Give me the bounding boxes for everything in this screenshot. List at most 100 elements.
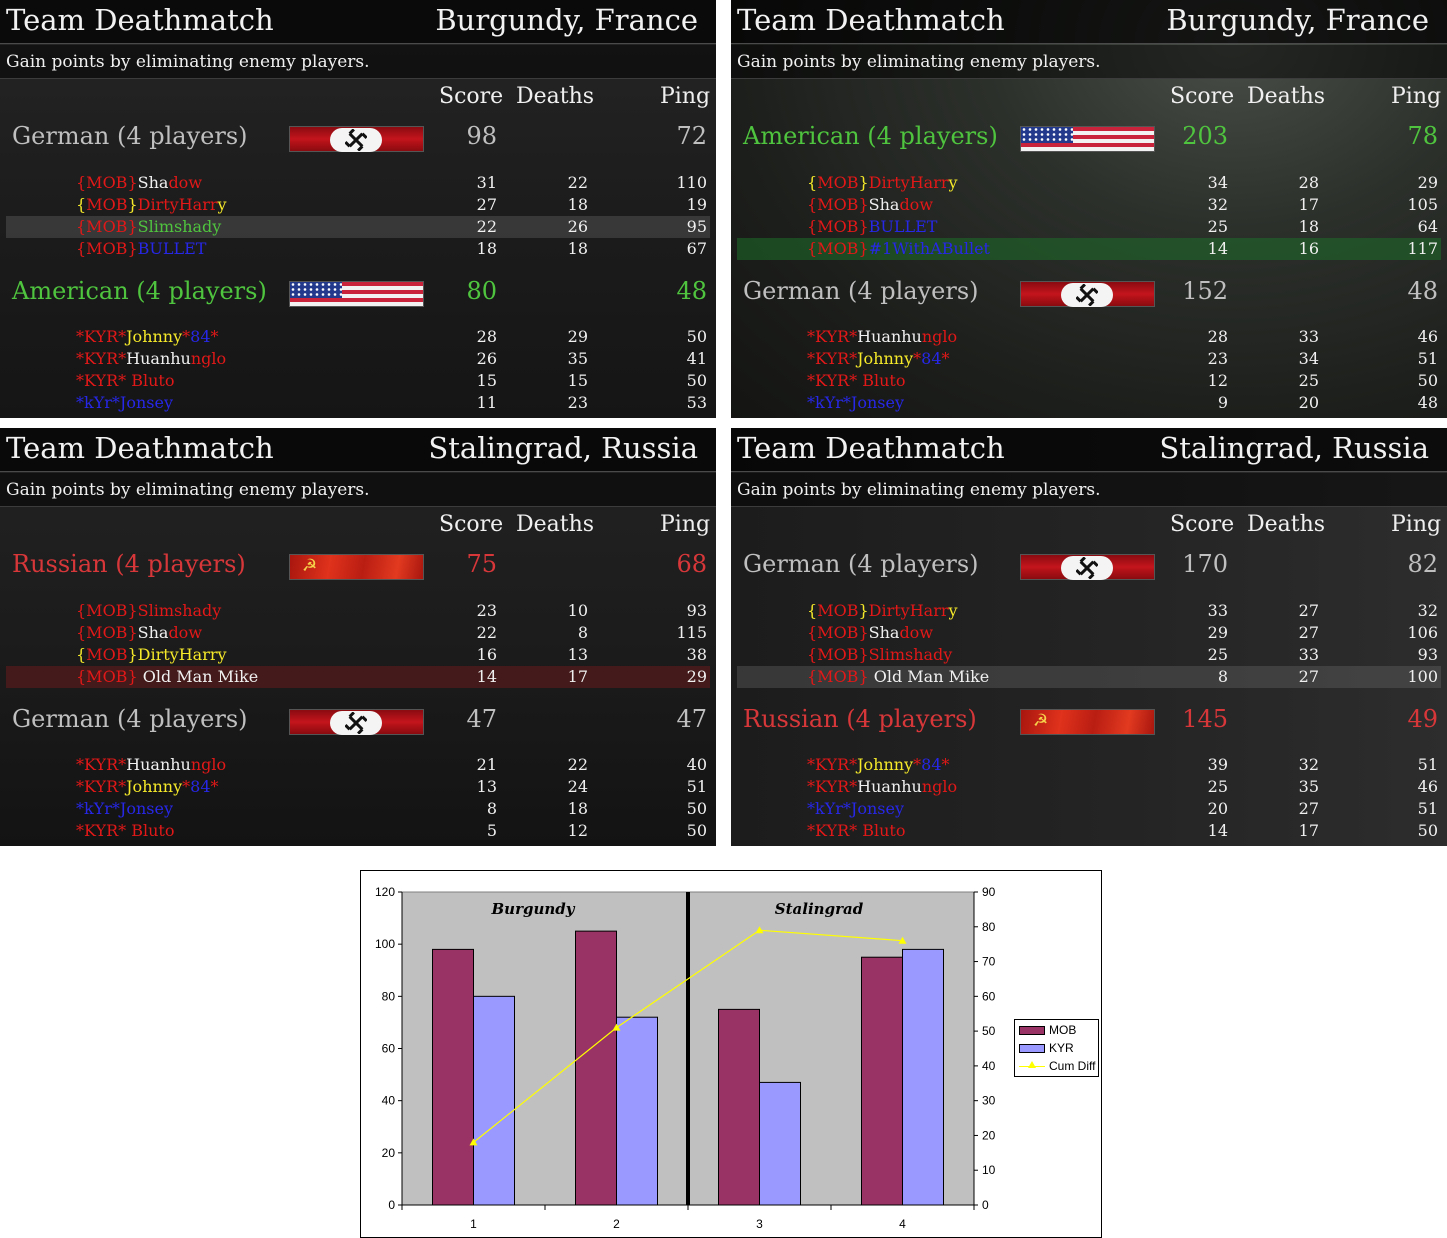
- x-tick-label: 2: [613, 1217, 620, 1231]
- player-name-part: *KYR*: [807, 327, 858, 346]
- player-ping: 50: [686, 799, 707, 818]
- player-ping: 41: [686, 349, 707, 368]
- player-ping: 67: [686, 239, 707, 258]
- player-deaths: 17: [1298, 821, 1319, 840]
- player-name-part: BULLET: [137, 239, 207, 258]
- player-name: {MOB}Shadow: [807, 195, 933, 214]
- team-ping: 49: [1407, 705, 1438, 733]
- player-ping: 40: [686, 755, 707, 774]
- team-ping: 72: [676, 122, 707, 150]
- player-row: *KYR*Johnny*84* 13 24 51: [6, 776, 710, 798]
- y-right-tick-label: 10: [982, 1163, 996, 1177]
- player-ping: 19: [686, 195, 707, 214]
- y-left-tick-label: 40: [382, 1094, 396, 1108]
- player-row: {MOB}BULLET 25 18 64: [737, 216, 1441, 238]
- player-name: {MOB}Shadow: [76, 173, 202, 192]
- player-name: *KYR*Huanhunglo: [76, 349, 226, 368]
- player-row: *kYr*Jonsey 20 27 51: [737, 798, 1441, 820]
- team-name: American (4 players): [12, 277, 267, 305]
- player-name: {MOB}BULLET: [807, 217, 937, 236]
- player-deaths: 17: [1298, 195, 1319, 214]
- player-row: *kYr*Jonsey 11 23 53: [6, 392, 710, 414]
- player-deaths: 15: [567, 371, 588, 390]
- player-ping: 115: [676, 623, 707, 642]
- player-name-part: nglo: [921, 327, 958, 346]
- y-left-tick-label: 120: [375, 885, 395, 899]
- player-name-part: *: [182, 777, 191, 796]
- column-header-score: Score: [1170, 84, 1235, 109]
- player-deaths: 29: [567, 327, 588, 346]
- player-name-part: Sha: [868, 623, 900, 642]
- team-score: 170: [1182, 550, 1228, 578]
- player-deaths: 27: [1298, 667, 1319, 686]
- y-right-tick-label: 20: [982, 1128, 996, 1142]
- player-row: {MOB}BULLET 18 18 67: [6, 238, 710, 260]
- scoreboard-header: Team Deathmatch Burgundy, France: [0, 0, 716, 44]
- column-header-ping: Ping: [1391, 84, 1442, 109]
- x-tick-label: 3: [756, 1217, 763, 1231]
- american-flag: [289, 281, 424, 307]
- german-flag: [289, 709, 424, 735]
- player-name-part: }: [127, 645, 138, 664]
- player-score: 25: [1207, 645, 1228, 664]
- player-ping: 100: [1407, 667, 1438, 686]
- player-name-part: *KYR* Bluto: [807, 371, 906, 390]
- player-name-part: *KYR*: [76, 755, 127, 774]
- player-deaths: 10: [567, 601, 588, 620]
- player-row: *KYR*Johnny*84* 39 32 51: [737, 754, 1441, 776]
- player-name: {MOB}Slimshady: [76, 217, 221, 236]
- player-score: 31: [476, 173, 497, 192]
- team-score: 145: [1182, 705, 1228, 733]
- column-header-score: Score: [439, 84, 504, 109]
- mode-description: Gain points by eliminating enemy players…: [737, 480, 1101, 500]
- team-score: 75: [466, 550, 497, 578]
- player-score: 13: [476, 777, 497, 796]
- player-name-part: }: [127, 195, 138, 214]
- player-name-part: {: [76, 645, 87, 664]
- player-ping: 51: [1417, 799, 1438, 818]
- team-name: Russian (4 players): [12, 550, 246, 578]
- player-deaths: 33: [1298, 645, 1319, 664]
- american-flag: [1020, 126, 1155, 152]
- player-deaths: 23: [567, 393, 588, 412]
- player-name: {MOB}Shadow: [76, 623, 202, 642]
- player-name-part: {MOB}Slimshady: [76, 601, 222, 620]
- player-name: {MOB}DirtyHarry: [807, 601, 958, 620]
- player-row: {MOB}DirtyHarry 16 13 38: [6, 644, 710, 666]
- team-ping: 82: [1407, 550, 1438, 578]
- player-score: 11: [476, 393, 497, 412]
- player-deaths: 22: [567, 755, 588, 774]
- legend-label: Cum Diff: [1049, 1059, 1096, 1073]
- y-right-tick-label: 90: [982, 885, 996, 899]
- player-row: {MOB}Shadow 22 8 115: [6, 622, 710, 644]
- player-name-part: *KYR* Bluto: [76, 371, 175, 390]
- player-ping: 64: [1417, 217, 1438, 236]
- map-name: Stalingrad, Russia: [1159, 431, 1429, 465]
- player-name-part: {MOB}: [76, 217, 138, 236]
- soviet-flag: ☭: [1020, 709, 1155, 735]
- cum-diff-marker: [898, 936, 907, 944]
- player-ping: 50: [686, 327, 707, 346]
- mode-description-bar: Gain points by eliminating enemy players…: [0, 45, 716, 79]
- team-score: 80: [466, 277, 497, 305]
- chart-legend: MOB KYR Cum Diff: [1014, 1019, 1099, 1077]
- player-name-part: *kYr*Jonsey: [807, 799, 904, 818]
- player-row: *KYR* Bluto 14 17 50: [737, 820, 1441, 842]
- y-left-tick-label: 60: [382, 1042, 396, 1056]
- scoreboard-panel: Team Deathmatch Burgundy, France Gain poin…: [731, 0, 1447, 418]
- column-header-ping: Ping: [660, 512, 711, 537]
- player-deaths: 18: [567, 195, 588, 214]
- player-score: 15: [476, 371, 497, 390]
- player-name-part: *KYR*: [76, 777, 127, 796]
- german-flag: [289, 126, 424, 152]
- player-row: {MOB}Shadow 29 27 106: [737, 622, 1441, 644]
- player-name-part: Sha: [137, 173, 169, 192]
- player-name: {MOB}DirtyHarry: [76, 645, 227, 664]
- player-name-part: nglo: [190, 755, 227, 774]
- player-name: *KYR*Johnny*84*: [807, 349, 950, 368]
- map-name: Stalingrad, Russia: [428, 431, 698, 465]
- bar-kyr: [616, 1016, 658, 1206]
- player-score: 21: [476, 755, 497, 774]
- player-name-part: {MOB}: [807, 195, 869, 214]
- player-name: *kYr*Jonsey: [76, 799, 173, 818]
